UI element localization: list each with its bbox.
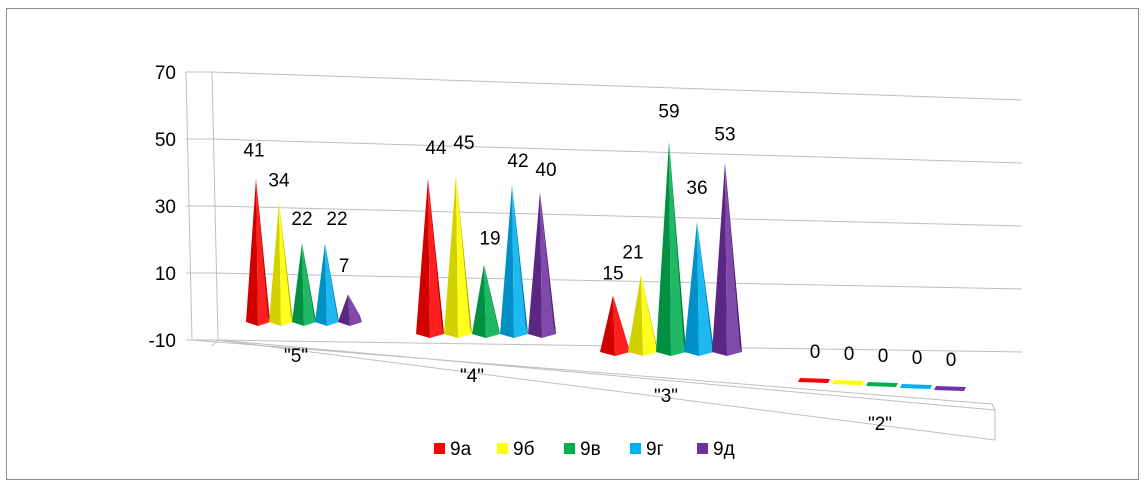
category-label: "3" — [654, 386, 678, 407]
legend-entry: 9г — [646, 439, 664, 460]
pyramid-bar — [292, 243, 316, 326]
pyramid-bar — [269, 202, 293, 326]
legend-entry: 9а — [450, 439, 472, 460]
y-tick-label: 30 — [155, 197, 176, 218]
data-label: 0 — [878, 346, 889, 367]
y-tick-label: 70 — [155, 63, 176, 84]
data-label: 36 — [686, 178, 707, 199]
data-labels: 41 44 15 0 34 45 21 0 22 19 59 0 22 42 36 0 7 40 53 0 — [243, 102, 956, 372]
data-label: 7 — [339, 256, 350, 277]
chart-floor — [191, 339, 996, 441]
pyramid-bar — [832, 380, 864, 385]
data-label: 19 — [479, 228, 500, 249]
pyramid-bar — [656, 141, 686, 356]
gridline — [211, 272, 1023, 290]
data-label: 44 — [425, 138, 447, 159]
pyramid-bar — [798, 378, 830, 383]
data-label: 59 — [658, 102, 679, 123]
pyramid-bar — [472, 264, 500, 338]
y-tick-label: 10 — [155, 264, 176, 285]
pyramid-bar — [315, 243, 339, 326]
gridline — [211, 205, 1023, 227]
data-label: 53 — [714, 125, 735, 146]
data-label: 22 — [291, 209, 312, 230]
legend-entry: 9б — [513, 439, 535, 460]
legend-swatch — [497, 443, 508, 454]
data-label: 0 — [946, 350, 957, 371]
pyramid-bar — [600, 295, 630, 356]
data-label: 21 — [622, 243, 643, 264]
pyramid-bar — [900, 384, 932, 389]
data-label: 0 — [912, 348, 923, 369]
series-marks — [246, 141, 966, 391]
data-label: 42 — [507, 151, 528, 172]
y-axis: 70 50 30 10 -10 — [149, 63, 193, 352]
pyramid-bar — [684, 222, 714, 356]
category-label: "4" — [460, 366, 484, 387]
pyramid-bar — [628, 274, 658, 356]
category-labels: "5" "4" "3" "2" — [284, 346, 892, 435]
pyramid-bar — [246, 178, 270, 326]
y-tick-label: -10 — [149, 331, 176, 352]
pyramid-bar — [934, 386, 966, 391]
pyramid-bar — [444, 174, 472, 338]
pyramid-bar — [712, 162, 742, 356]
gridline — [211, 138, 1023, 164]
pyramid-bar — [416, 178, 444, 338]
data-label: 41 — [243, 141, 264, 162]
chart-frame — [6, 8, 1139, 480]
legend: 9а 9б 9в 9г 9д — [434, 439, 735, 460]
legend-swatch — [434, 443, 445, 454]
legend-swatch — [630, 443, 641, 454]
pyramid-bar — [500, 185, 528, 338]
legend-swatch — [564, 443, 575, 454]
pyramid-bar — [338, 294, 362, 326]
pyramid-bar — [866, 382, 898, 387]
data-label: 0 — [810, 342, 821, 363]
data-label: 22 — [326, 209, 347, 230]
y-tick-label: 50 — [155, 130, 176, 151]
pyramid-bar — [528, 192, 556, 338]
gridline — [211, 71, 1023, 101]
data-label: 40 — [535, 160, 556, 181]
category-label: "2" — [868, 414, 892, 435]
category-label: "5" — [284, 346, 308, 367]
legend-entry: 9в — [580, 439, 601, 460]
data-label: 45 — [453, 133, 474, 154]
data-label: 15 — [602, 264, 623, 285]
data-label: 0 — [844, 344, 855, 365]
data-label: 34 — [268, 170, 290, 191]
legend-swatch — [697, 443, 708, 454]
legend-entry: 9д — [713, 439, 735, 460]
